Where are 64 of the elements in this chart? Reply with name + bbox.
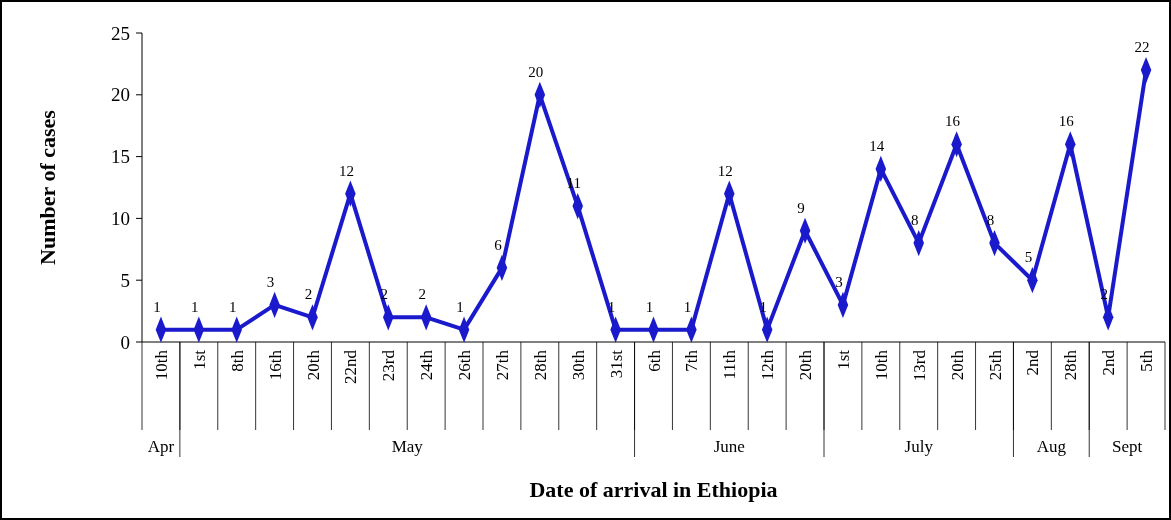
- y-tick-label: 20: [111, 84, 130, 106]
- x-tick-label: 28th: [1061, 349, 1081, 381]
- data-label: 3: [835, 273, 843, 290]
- x-tick-label: 5th: [1137, 349, 1157, 372]
- x-tick-label: 22nd: [341, 349, 361, 384]
- text: Sept: [1111, 437, 1143, 456]
- x-tick-label: 2nd: [1099, 349, 1119, 376]
- x-tick-label: 2nd: [1023, 349, 1043, 376]
- data-label: 1: [645, 298, 654, 315]
- data-label: 8: [910, 212, 919, 229]
- x-tick-label: 23rd: [379, 349, 399, 382]
- data-label: 16: [945, 113, 961, 130]
- data-label: 1: [228, 298, 237, 315]
- data-label: 12: [717, 162, 733, 179]
- x-tick-label: 10th: [871, 349, 891, 381]
- x-tick-label: 20th: [947, 349, 967, 381]
- x-tick-label: 13rd: [909, 349, 929, 382]
- data-label: 16: [1058, 113, 1075, 130]
- x-tick-label: 20th: [303, 349, 323, 381]
- text: Aug: [1036, 437, 1067, 456]
- x-tick-label: 12th: [758, 349, 778, 381]
- x-tick-label: 20th: [796, 349, 816, 381]
- x-tick-label: 25th: [985, 349, 1005, 381]
- y-tick-label: 10: [111, 208, 130, 230]
- x-tick-label: 8th: [227, 349, 247, 372]
- x-tick-label: 31st: [606, 349, 626, 379]
- x-tick-label: 30th: [568, 349, 588, 381]
- x-tick-label: 16th: [265, 349, 285, 381]
- x-tick-label: 1st: [189, 349, 209, 370]
- x-tick-label: 7th: [682, 349, 702, 372]
- data-label: 22: [1134, 39, 1150, 56]
- x-tick-label: 10th: [151, 349, 171, 381]
- y-tick-label: 25: [111, 22, 130, 44]
- text: Apr: [147, 437, 175, 456]
- data-label: 20: [528, 63, 544, 80]
- y-tick-label: 0: [120, 331, 130, 353]
- data-label: 1: [759, 298, 767, 315]
- text: May: [391, 437, 424, 456]
- data-label: 12: [338, 162, 354, 179]
- data-label: 2: [418, 286, 426, 303]
- x-tick-label: 28th: [530, 349, 550, 381]
- y-tick-label: 15: [111, 146, 130, 168]
- x-tick-label: 27th: [492, 349, 512, 381]
- data-label: 1: [683, 298, 692, 315]
- data-label: 1: [153, 298, 161, 315]
- x-axis-title: Date of arrival in Ethiopia: [529, 477, 778, 502]
- data-label: 8: [986, 212, 995, 229]
- data-label: 9: [797, 199, 805, 216]
- text: July: [904, 437, 934, 456]
- y-tick-label: 5: [120, 269, 130, 291]
- y-axis-title: Number of cases: [35, 109, 60, 265]
- text: June: [713, 437, 745, 456]
- x-tick-label: 6th: [644, 349, 664, 372]
- data-label: 1: [191, 298, 199, 315]
- x-tick-label: 26th: [455, 349, 475, 381]
- data-label: 6: [494, 236, 503, 253]
- x-tick-label: 24th: [417, 349, 437, 381]
- data-label: 2: [304, 286, 313, 303]
- data-label: 1: [456, 298, 464, 315]
- data-label: 14: [869, 137, 885, 154]
- x-tick-label: 11th: [720, 349, 740, 380]
- data-label: 3: [266, 273, 275, 290]
- data-label: 5: [1024, 249, 1033, 266]
- x-tick-label: 1st: [833, 349, 853, 370]
